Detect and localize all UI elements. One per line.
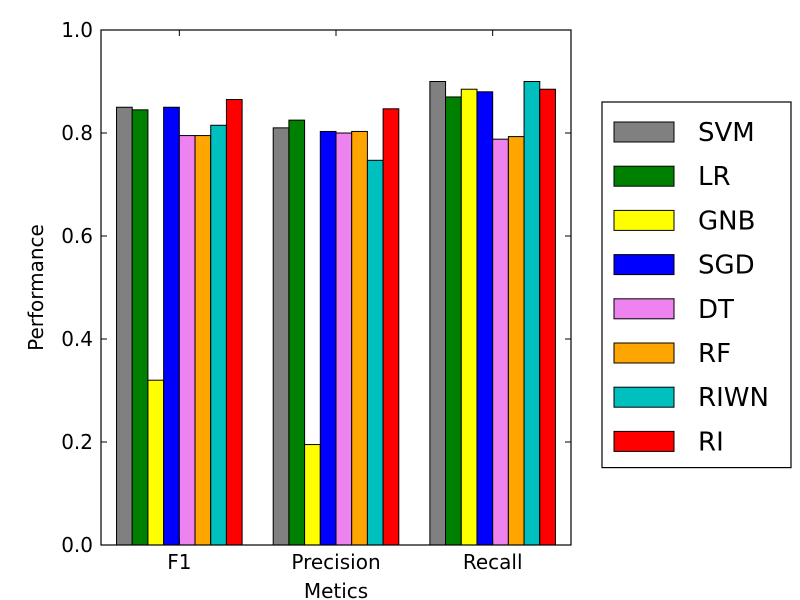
bar-gnb-precision <box>304 444 321 546</box>
legend: SVM LR GNB SGD DT RF RIWN RI <box>601 101 792 469</box>
legend-label: SGD <box>698 251 755 281</box>
legend-swatch <box>613 121 675 143</box>
bar-lr-recall <box>445 96 462 546</box>
bar-ri-precision <box>382 108 400 546</box>
legend-label: LR <box>698 162 731 192</box>
legend-label: SVM <box>698 118 755 148</box>
bar-sgd-recall <box>476 91 494 546</box>
y-tick-label: 0.2 <box>61 430 93 454</box>
ticks-layer: 0.0 0.2 0.4 0.6 0.8 1.0 F1 Precision Recall <box>61 18 571 574</box>
x-tick-label: Recall <box>463 550 523 574</box>
x-tick-label: F1 <box>167 550 191 574</box>
y-tick-label: 0.8 <box>61 121 93 145</box>
legend-label: DT <box>698 295 734 325</box>
bar-riwn-precision <box>366 159 384 546</box>
y-tick-label: 0.6 <box>61 224 93 248</box>
bar-rf-precision <box>351 130 368 546</box>
y-tick-label: 1.0 <box>61 18 93 42</box>
legend-label: RI <box>698 427 724 457</box>
bar-lr-precision <box>288 119 306 546</box>
legend-item-gnb: GNB <box>613 206 755 236</box>
legend-item-svm: SVM <box>613 118 755 148</box>
bar-ri-f1 <box>225 99 243 546</box>
bar-sgd-f1 <box>163 106 180 546</box>
legend-item-lr: LR <box>613 162 731 192</box>
legend-label: RF <box>698 339 731 369</box>
bar-gnb-f1 <box>147 379 165 546</box>
bar-dt-recall <box>492 138 509 546</box>
bar-dt-precision <box>335 132 353 546</box>
bar-riwn-f1 <box>210 124 227 546</box>
legend-swatch <box>613 386 675 408</box>
bar-svm-precision <box>272 127 290 546</box>
legend-label: RIWN <box>698 383 769 413</box>
legend-swatch <box>613 254 675 276</box>
legend-item-ri: RI <box>613 427 724 457</box>
legend-label: GNB <box>698 206 755 236</box>
bar-svm-f1 <box>116 106 133 546</box>
legend-swatch <box>613 165 675 187</box>
legend-item-rf: RF <box>613 339 731 369</box>
legend-item-riwn: RIWN <box>613 383 769 413</box>
legend-swatch <box>613 209 675 231</box>
legend-item-dt: DT <box>613 295 734 325</box>
bar-rf-f1 <box>194 135 212 546</box>
bar-rf-recall <box>507 136 525 546</box>
y-tick-label: 0.0 <box>61 533 93 557</box>
bar-lr-f1 <box>131 109 149 546</box>
bar-dt-f1 <box>178 135 196 546</box>
legend-items: SVM LR GNB SGD DT RF RIWN RI <box>613 118 769 457</box>
legend-item-sgd: SGD <box>613 251 755 281</box>
x-axis-label: Metics <box>304 579 368 600</box>
bars-layer <box>116 81 556 546</box>
bar-gnb-recall <box>460 88 478 546</box>
bar-ri-recall <box>539 88 556 546</box>
bar-svm-recall <box>429 81 447 546</box>
bar-riwn-recall <box>523 81 541 546</box>
bar-sgd-precision <box>319 130 337 546</box>
legend-swatch <box>613 298 675 320</box>
legend-swatch <box>613 342 675 364</box>
y-tick-label: 0.4 <box>61 327 93 351</box>
x-tick-label: Precision <box>291 550 380 574</box>
legend-swatch <box>613 430 675 452</box>
y-axis-label: Performance <box>24 224 48 351</box>
